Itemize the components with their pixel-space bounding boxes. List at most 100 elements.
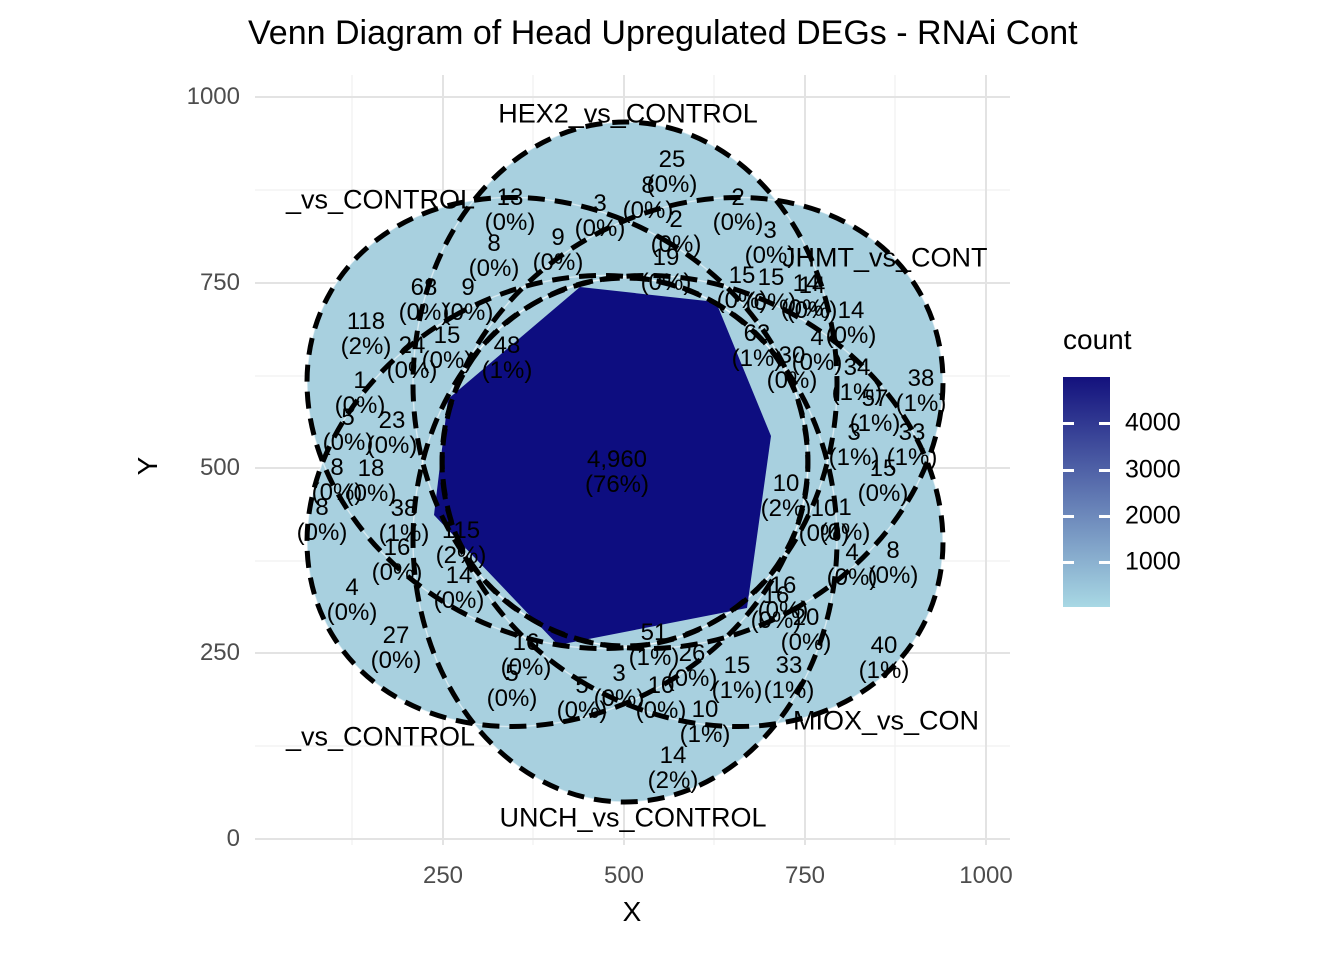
- region-count-label: 26 (0%): [666, 639, 718, 692]
- region-count-label: 4 (0%): [791, 323, 843, 376]
- region-count-label: 14 (0%): [825, 296, 877, 349]
- region-count-label: 38 (1%): [378, 494, 430, 547]
- y-tick-label: 1000: [186, 83, 240, 110]
- legend-title: count: [1063, 324, 1132, 355]
- set-name-label: MIOX_vs_CON: [793, 705, 980, 736]
- region-count-label: 1 (0%): [819, 493, 871, 546]
- region-count-label: 40 (1%): [858, 631, 910, 684]
- region-count-label: 4 (0%): [826, 538, 878, 591]
- legend-tickmark: [1063, 515, 1074, 518]
- region-count-label: 48 (1%): [481, 331, 533, 384]
- region-count-label: 68 (0%): [398, 273, 450, 326]
- region-count-label: 5 (0%): [322, 403, 374, 456]
- venn-petal-outline: [410, 275, 840, 805]
- region-count-label: 33 (1%): [886, 418, 938, 471]
- region-count-label: 15 (0%): [421, 321, 473, 374]
- region-count-label: 4,960 (76%): [584, 445, 650, 498]
- x-tick-label: 250: [422, 862, 464, 889]
- legend-tickmark: [1099, 422, 1110, 425]
- region-count-label: 14 (2%): [647, 741, 699, 794]
- region-count-label: 3 (1%): [828, 418, 880, 471]
- region-count-label: 8 (0%): [622, 171, 674, 224]
- region-count-label: 1 (0%): [334, 366, 386, 419]
- region-count-label: 14 (0%): [786, 271, 838, 324]
- region-count-label: 27 (0%): [370, 621, 422, 674]
- region-count-label: 115 (2%): [435, 516, 487, 569]
- region-count-label: 3 (0%): [593, 659, 645, 712]
- x-tick-label: 750: [784, 862, 826, 889]
- region-count-label: 15 (0%): [745, 263, 797, 316]
- region-count-label: 38 (1%): [895, 364, 947, 417]
- venn-petal-outline: [304, 194, 811, 652]
- region-count-label: 9 (0%): [442, 273, 494, 326]
- region-count-label: 8 (0%): [311, 453, 363, 506]
- region-count-label: 30 (0%): [766, 341, 818, 394]
- set-name-label: HEX2_vs_CONTROL: [498, 98, 758, 129]
- region-count-label: 15 (1%): [711, 651, 763, 704]
- region-count-label: 15 (0%): [716, 261, 768, 314]
- venn-panel: 4,960 (76%) 25 (0%) 8 (0%) 13 (0%) 3 (0%) 2 (0%) 2 (0…: [255, 75, 1010, 845]
- legend-tick-label: 2000: [1125, 501, 1181, 530]
- region-count-label: 2 (0%): [650, 205, 702, 258]
- y-tick-label: 750: [199, 269, 240, 296]
- region-count-label: 3 (0%): [744, 216, 796, 269]
- venn-center-intersection: [434, 287, 771, 645]
- region-count-label: 20 (0%): [780, 603, 832, 656]
- legend-gradient-bar: [1063, 377, 1110, 607]
- region-count-label: 10 (2%): [760, 469, 812, 522]
- legend-tickmark: [1063, 422, 1074, 425]
- legend-tickmark: [1099, 469, 1110, 472]
- venn-petal-outline: [439, 194, 946, 652]
- region-count-label: 2 (0%): [712, 183, 764, 236]
- region-count-label: 18 (0%): [345, 454, 397, 507]
- region-count-label: 19 (0%): [640, 243, 692, 296]
- set-name-label: _vs_CONTROL: [285, 721, 475, 752]
- region-count-label: 16 (0%): [757, 571, 809, 624]
- region-count-label: 16 (0%): [500, 628, 552, 681]
- region-count-label: 5 (0%): [556, 671, 608, 724]
- region-count-label: 8 (0%): [867, 536, 919, 589]
- set-name-label: JHMT_vs_CONT: [782, 242, 988, 273]
- y-tick-label: 250: [199, 639, 240, 666]
- legend-tickmark: [1063, 561, 1074, 564]
- region-count-label: 16 (0%): [750, 581, 802, 634]
- y-axis-title: Y: [132, 456, 163, 476]
- venn-petal-outline: [304, 272, 811, 730]
- legend-tickmark: [1063, 469, 1074, 472]
- plot-title: Venn Diagram of Head Upregulated DEGs - …: [248, 14, 1078, 52]
- legend-tick-label: 3000: [1125, 455, 1181, 484]
- region-count-label: 33 (1%): [763, 651, 815, 704]
- region-count-label: 23 (0%): [366, 406, 418, 459]
- region-count-label: 15 (0%): [857, 454, 909, 507]
- y-tick-label: 0: [226, 825, 240, 852]
- region-count-label: 4 (0%): [326, 573, 378, 626]
- legend-tick-label: 1000: [1125, 547, 1181, 576]
- legend-tickmark: [1099, 561, 1110, 564]
- region-count-label: 14 (0%): [780, 269, 832, 322]
- region-count-label: 57 (1%): [849, 384, 901, 437]
- region-count-label: 63 (1%): [731, 319, 783, 372]
- region-count-label: 24 (0%): [386, 331, 438, 384]
- set-name-label: _vs_CONTROL: [285, 184, 475, 215]
- region-count-label: 34 (1%): [831, 353, 883, 406]
- y-tick-label: 500: [199, 454, 240, 481]
- x-tick-label: 1000: [959, 862, 1013, 889]
- region-count-label: 13 (0%): [484, 183, 536, 236]
- region-count-label: 3 (0%): [574, 189, 626, 242]
- legend-tick-label: 4000: [1125, 408, 1181, 437]
- x-tick-label: 500: [603, 862, 645, 889]
- x-axis-title: X: [622, 896, 642, 927]
- region-count-label: 8 (0%): [296, 493, 348, 546]
- venn-petal-outline: [410, 119, 840, 649]
- venn-petal-outline: [439, 272, 946, 730]
- set-name-label: UNCH_vs_CONTROL: [499, 802, 767, 833]
- region-count-label: 118 (2%): [340, 307, 392, 360]
- region-count-label: 10 (0%): [798, 494, 850, 547]
- region-count-label: 25 (0%): [646, 145, 698, 198]
- region-count-label: 8 (0%): [468, 229, 520, 282]
- region-count-label: 5 (0%): [486, 659, 538, 712]
- region-count-label: 14 (0%): [433, 561, 485, 614]
- region-count-label: 10 (0%): [635, 671, 687, 724]
